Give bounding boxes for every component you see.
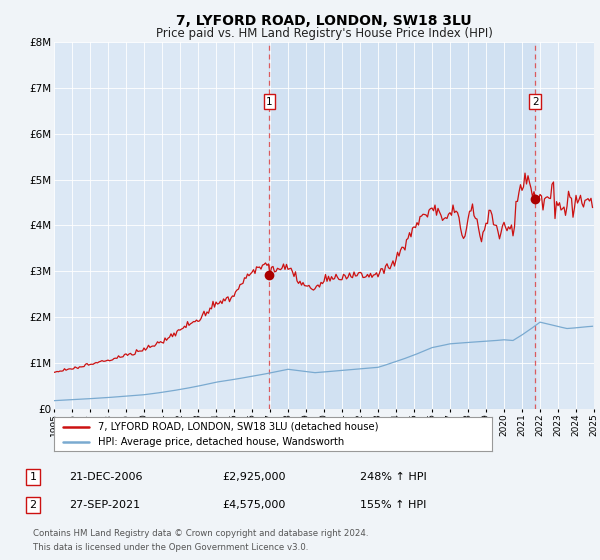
Text: 7, LYFORD ROAD, LONDON, SW18 3LU (detached house): 7, LYFORD ROAD, LONDON, SW18 3LU (detach…	[98, 422, 379, 432]
Text: 248% ↑ HPI: 248% ↑ HPI	[360, 472, 427, 482]
Text: HPI: Average price, detached house, Wandsworth: HPI: Average price, detached house, Wand…	[98, 437, 344, 447]
Text: This data is licensed under the Open Government Licence v3.0.: This data is licensed under the Open Gov…	[33, 543, 308, 552]
Text: £2,925,000: £2,925,000	[222, 472, 286, 482]
Text: 1: 1	[29, 472, 37, 482]
Text: 21-DEC-2006: 21-DEC-2006	[69, 472, 143, 482]
Text: £4,575,000: £4,575,000	[222, 500, 286, 510]
Text: 2: 2	[29, 500, 37, 510]
Bar	[269, 42, 535, 409]
Text: 1: 1	[266, 97, 273, 106]
Text: 2: 2	[532, 97, 539, 106]
Text: 27-SEP-2021: 27-SEP-2021	[69, 500, 140, 510]
Text: Contains HM Land Registry data © Crown copyright and database right 2024.: Contains HM Land Registry data © Crown c…	[33, 529, 368, 538]
Text: 155% ↑ HPI: 155% ↑ HPI	[360, 500, 427, 510]
Text: Price paid vs. HM Land Registry's House Price Index (HPI): Price paid vs. HM Land Registry's House …	[155, 27, 493, 40]
Text: 7, LYFORD ROAD, LONDON, SW18 3LU: 7, LYFORD ROAD, LONDON, SW18 3LU	[176, 14, 472, 28]
